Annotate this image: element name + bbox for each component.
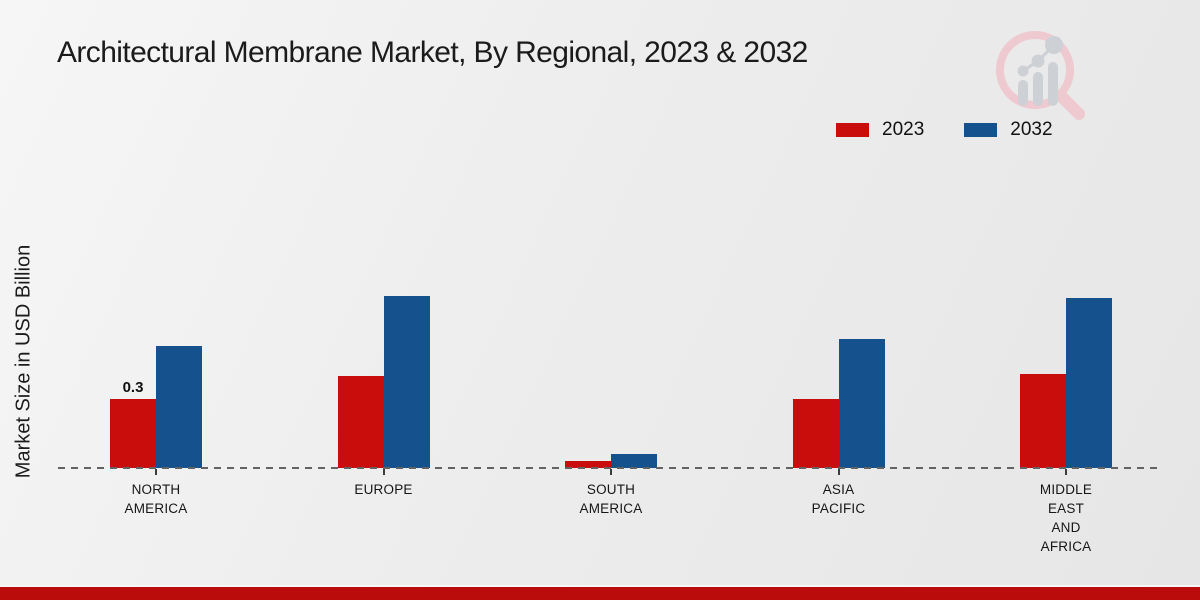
- x-axis-tick-middle-east-and-africa: [1065, 469, 1067, 475]
- legend-swatch-2023: [836, 123, 869, 137]
- x-axis-label-south-america: SOUTH AMERICA: [579, 482, 643, 516]
- legend: 2023 2032: [836, 119, 1053, 141]
- bottom-banner: [0, 585, 1200, 600]
- bar-2023-north-america: [110, 399, 156, 468]
- x-axis-label-north-america: NORTH AMERICA: [124, 482, 188, 516]
- x-axis-label-europe: EUROPE: [354, 482, 413, 497]
- x-axis-tick-europe: [382, 469, 385, 475]
- bar-2023-europe: [337, 376, 384, 468]
- bar-2032-europe: [383, 295, 430, 468]
- x-axis-label-asia-pacific: ASIA PACIFIC: [811, 482, 866, 516]
- bar-2032-north-america: [156, 346, 202, 468]
- legend-item-2032: 2032: [964, 119, 1053, 141]
- legend-swatch-2032: [964, 123, 998, 137]
- bar-2023-asia-pacific: [792, 399, 839, 468]
- bar-value-label-north-america-2023: 0.3: [122, 379, 144, 396]
- brand-watermark-magnifier-chart-icon: [996, 31, 1085, 120]
- legend-label-2023: 2023: [882, 119, 925, 140]
- x-axis-baseline: [58, 467, 1162, 469]
- bar-2023-south-america: [565, 461, 611, 468]
- bar-2032-south-america: [611, 454, 657, 468]
- chart-title: Architectural Membrane Market, By Region…: [57, 36, 808, 69]
- x-axis-tick-north-america: [155, 469, 157, 475]
- bar-2032-middle-east-and-africa: [1066, 297, 1112, 468]
- legend-label-2032: 2032: [1010, 119, 1053, 140]
- bar-2032-asia-pacific: [838, 339, 885, 468]
- bar-2023-middle-east-and-africa: [1020, 373, 1066, 468]
- x-axis-label-middle-east-and-africa: MIDDLE EAST AND AFRICA: [1039, 482, 1093, 554]
- x-axis-tick-asia-pacific: [837, 469, 840, 475]
- legend-item-2023: 2023: [836, 119, 924, 141]
- x-axis-tick-south-america: [610, 469, 612, 475]
